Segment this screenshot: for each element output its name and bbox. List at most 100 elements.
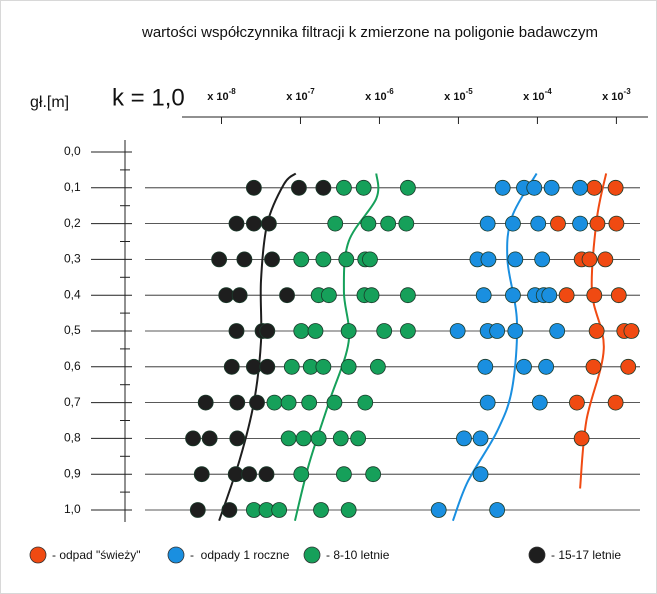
- data-point: [369, 358, 386, 375]
- data-point: [271, 502, 288, 518]
- data-point: [623, 323, 640, 339]
- trend-curve: [218, 172, 297, 522]
- data-point: [549, 323, 566, 339]
- x-tick-exponent: -8: [229, 87, 237, 96]
- data-point: [295, 430, 312, 447]
- data-point: [327, 215, 344, 232]
- y-tick-label: 0,7: [64, 395, 81, 409]
- trend-curve: [293, 173, 380, 521]
- data-point: [223, 358, 240, 375]
- data-point: [290, 179, 307, 196]
- legend-label: - 15-17 letnie: [551, 548, 621, 562]
- data-point: [586, 287, 603, 304]
- data-point: [362, 251, 378, 268]
- data-point: [315, 251, 332, 268]
- data-point: [245, 179, 262, 196]
- data-point: [581, 251, 598, 268]
- data-point: [258, 466, 275, 483]
- data-point: [336, 466, 352, 483]
- data-point: [399, 179, 416, 196]
- x-tick-base: x 10: [286, 91, 307, 103]
- data-point: [357, 394, 374, 411]
- data-point: [380, 215, 397, 232]
- data-point: [620, 358, 637, 375]
- legend-label: - odpady 1 roczne: [190, 548, 290, 562]
- data-point: [589, 215, 606, 232]
- data-point: [573, 430, 590, 447]
- data-point: [608, 215, 625, 232]
- data-point: [550, 215, 566, 232]
- x-tick-base: x 10: [602, 91, 623, 103]
- data-point: [588, 323, 605, 339]
- data-point: [228, 323, 245, 339]
- data-point: [365, 466, 382, 483]
- data-point: [259, 323, 276, 339]
- y-tick-label: 0,0: [64, 144, 81, 158]
- data-point: [340, 358, 357, 375]
- x-tick-exponent: -4: [545, 87, 553, 96]
- y-tick-label: 0,2: [64, 216, 81, 230]
- data-point: [307, 323, 324, 339]
- data-point: [193, 466, 210, 483]
- data-point: [475, 287, 492, 304]
- data-point: [350, 430, 367, 447]
- data-point: [259, 358, 276, 375]
- x-tick-exponent: -6: [387, 87, 395, 96]
- x-tick-label: x 10-8: [207, 87, 236, 103]
- data-point: [315, 179, 332, 196]
- data-point: [241, 466, 258, 483]
- data-point: [398, 215, 415, 232]
- data-point: [477, 358, 494, 375]
- data-point: [516, 358, 532, 375]
- legend-swatch: [167, 546, 185, 564]
- data-point: [283, 358, 300, 375]
- data-point: [266, 394, 283, 411]
- data-point: [558, 287, 575, 304]
- data-point: [489, 323, 506, 339]
- data-point: [185, 430, 201, 447]
- data-point: [301, 394, 318, 411]
- chart-title: wartości współczynnika filtracji k zmier…: [141, 24, 598, 41]
- data-point: [399, 287, 416, 304]
- data-point: [489, 502, 506, 518]
- data-point: [293, 251, 310, 268]
- data-point: [479, 215, 496, 232]
- data-point: [569, 394, 585, 411]
- data-point: [610, 287, 627, 304]
- data-point: [280, 430, 297, 447]
- data-point: [231, 287, 248, 304]
- data-point: [336, 179, 352, 196]
- data-point: [360, 215, 377, 232]
- data-point: [585, 358, 602, 375]
- data-point: [534, 251, 551, 268]
- legend-swatch: [528, 546, 546, 564]
- data-point: [507, 251, 524, 268]
- x-tick-label: x 10-7: [286, 87, 315, 103]
- data-point: [340, 323, 357, 339]
- data-point: [221, 502, 238, 518]
- data-point: [326, 394, 343, 411]
- y-tick-label: 1,0: [64, 502, 81, 516]
- data-point: [313, 502, 329, 518]
- data-point: [449, 323, 466, 339]
- x-tick-exponent: -5: [466, 87, 474, 96]
- data-point: [236, 251, 253, 268]
- x-tick-base: x 10: [365, 91, 386, 103]
- data-point: [229, 430, 246, 447]
- data-point: [505, 215, 521, 232]
- data-point: [280, 394, 297, 411]
- data-point: [315, 358, 332, 375]
- data-point: [472, 430, 489, 447]
- x-axis-label: k = 1,0: [112, 84, 185, 111]
- x-tick-base: x 10: [523, 91, 544, 103]
- data-point: [249, 394, 265, 411]
- data-point: [211, 251, 228, 268]
- data-point: [376, 323, 393, 339]
- data-point: [538, 358, 555, 375]
- x-tick-label: x 10-5: [444, 87, 473, 103]
- y-axis-label: gł.[m]: [30, 94, 69, 111]
- data-point: [201, 430, 218, 447]
- data-point: [541, 287, 558, 304]
- data-point: [526, 179, 543, 196]
